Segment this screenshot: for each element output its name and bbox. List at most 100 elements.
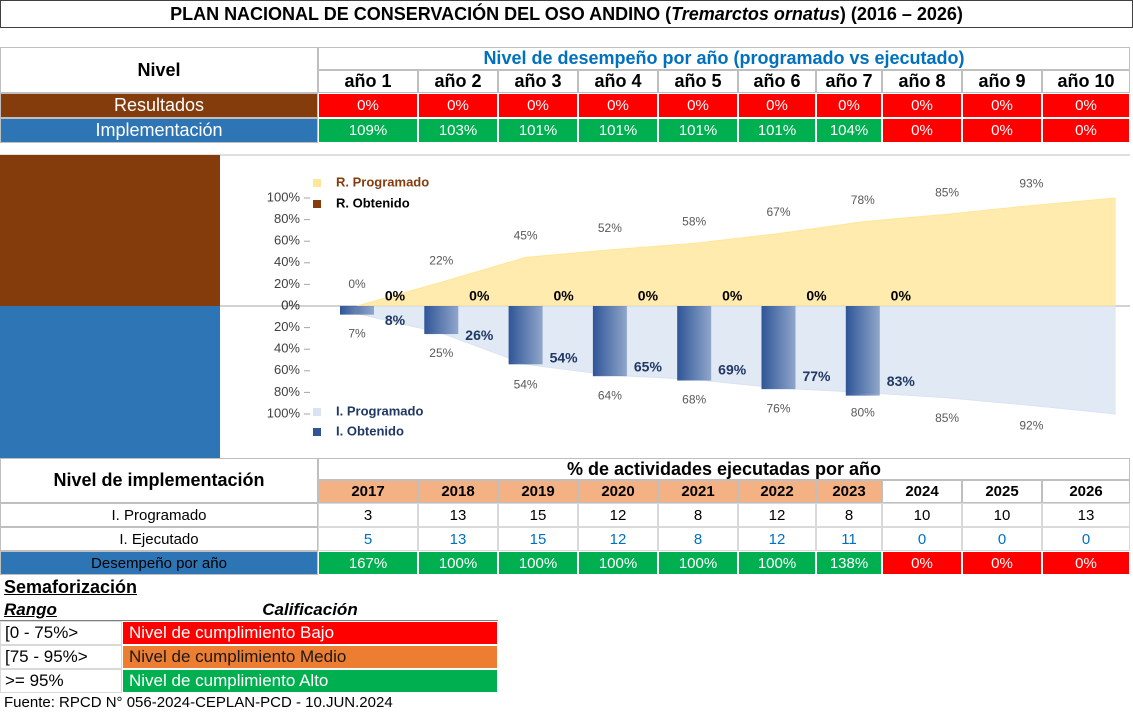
value-cell: 104% — [816, 118, 882, 143]
legend-label: I. Obtenido — [336, 423, 404, 438]
value-cell: 0% — [882, 118, 962, 143]
column-header: 2018 — [418, 480, 498, 503]
value-label: 69% — [718, 362, 747, 378]
source-note: Fuente: RPCD N° 056-2024-CEPLAN-PCD - 10… — [4, 693, 393, 711]
value-cell: 109% — [318, 118, 418, 143]
row-label: Implementación — [0, 118, 318, 143]
value-label: 93% — [1019, 177, 1043, 191]
y-tick-label: 60% — [274, 362, 300, 377]
y-tick-label: 40% — [274, 341, 300, 356]
value-cell: 0% — [738, 93, 816, 118]
value-label: 0% — [469, 288, 490, 304]
row-label: I. Programado — [0, 503, 318, 527]
value-label: 25% — [429, 346, 453, 360]
value-cell: 12 — [738, 503, 816, 527]
value-cell: 0% — [318, 93, 418, 118]
y-tick-label: 80% — [274, 384, 300, 399]
y-tick-label: 20% — [274, 276, 300, 291]
value-cell: 167% — [318, 551, 418, 575]
side-panel — [0, 306, 220, 458]
value-cell: 13 — [418, 503, 498, 527]
value-label: 0% — [638, 288, 659, 304]
value-cell: 138% — [816, 551, 882, 575]
side-panel — [0, 155, 220, 306]
value-cell: 15 — [498, 527, 578, 551]
y-tick-label: 100% — [267, 189, 301, 204]
value-label: 0% — [722, 288, 743, 304]
value-label: 85% — [935, 411, 959, 425]
column-header: 2019 — [498, 480, 578, 503]
column-header: 2026 — [1042, 480, 1130, 503]
value-cell: 13 — [418, 527, 498, 551]
value-cell: 0% — [882, 551, 962, 575]
column-header: 2020 — [578, 480, 658, 503]
value-label: 80% — [851, 406, 875, 420]
value-cell: 5 — [318, 527, 418, 551]
value-label: 0% — [891, 288, 912, 304]
legend-label: R. Obtenido — [336, 195, 410, 210]
legend-title: Semaforización — [4, 577, 138, 597]
column-header: año 5 — [658, 70, 738, 93]
bar — [761, 306, 796, 390]
area-fill — [357, 306, 1116, 414]
value-label: 85% — [935, 185, 959, 199]
legend-label: R. Programado — [336, 174, 429, 189]
value-label: 58% — [682, 215, 706, 229]
area-edge — [356, 313, 1116, 415]
value-cell: 12 — [738, 527, 816, 551]
range-cell: [0 - 75%> — [0, 621, 122, 645]
legend-label: I. Programado — [336, 403, 423, 418]
legend-header: Calificación — [122, 599, 498, 621]
caption-header: Nivel de desempeño por año (programado v… — [318, 47, 1130, 70]
value-label: 22% — [429, 253, 453, 267]
value-cell: 101% — [578, 118, 658, 143]
title-species: Tremarctos ornatus — [671, 4, 840, 24]
value-label: 0% — [806, 288, 827, 304]
value-label: 83% — [887, 373, 916, 389]
title: PLAN NACIONAL DE CONSERVACIÓN DEL OSO AN… — [0, 0, 1133, 28]
column-header: año 7 — [816, 70, 882, 93]
y-tick-label: 20% — [274, 319, 300, 334]
value-cell: 15 — [498, 503, 578, 527]
row-label: Desempeño por año — [0, 551, 318, 575]
column-header: año 2 — [418, 70, 498, 93]
area-fill — [357, 198, 1116, 306]
column-header: 2025 — [962, 480, 1042, 503]
value-label: 26% — [465, 327, 494, 343]
value-cell: 13 — [1042, 503, 1130, 527]
column-header: año 9 — [962, 70, 1042, 93]
bar — [677, 306, 712, 381]
y-tick-label: 0% — [281, 297, 300, 312]
value-cell: 100% — [658, 551, 738, 575]
y-tick-label: 40% — [274, 254, 300, 269]
value-label: 8% — [385, 312, 406, 328]
column-header: 2023 — [816, 480, 882, 503]
value-cell: 0 — [962, 527, 1042, 551]
legend-marker — [313, 200, 321, 208]
rating-cell: Nivel de cumplimiento Bajo — [122, 621, 498, 645]
title-start: PLAN NACIONAL DE CONSERVACIÓN DEL OSO AN… — [170, 4, 672, 24]
value-cell: 0 — [1042, 527, 1130, 551]
column-header: año 1 — [318, 70, 418, 93]
value-cell: 11 — [816, 527, 882, 551]
value-label: 7% — [348, 327, 366, 341]
value-cell: 0% — [1042, 93, 1130, 118]
column-header: año 6 — [738, 70, 816, 93]
value-label: 76% — [766, 401, 790, 415]
rating-cell: Nivel de cumplimiento Alto — [122, 669, 498, 693]
value-cell: 101% — [498, 118, 578, 143]
value-label: 0% — [385, 288, 406, 304]
value-cell: 0% — [882, 93, 962, 118]
value-cell: 8 — [816, 503, 882, 527]
value-cell: 0% — [962, 93, 1042, 118]
value-cell: 100% — [578, 551, 658, 575]
value-label: 92% — [1019, 419, 1043, 433]
column-header: 2024 — [882, 480, 962, 503]
value-cell: 12 — [578, 503, 658, 527]
rating-cell: Nivel de cumplimiento Medio — [122, 645, 498, 669]
value-cell: 0% — [418, 93, 498, 118]
value-label: 68% — [682, 393, 706, 407]
value-label: 65% — [634, 358, 663, 374]
value-cell: 103% — [418, 118, 498, 143]
